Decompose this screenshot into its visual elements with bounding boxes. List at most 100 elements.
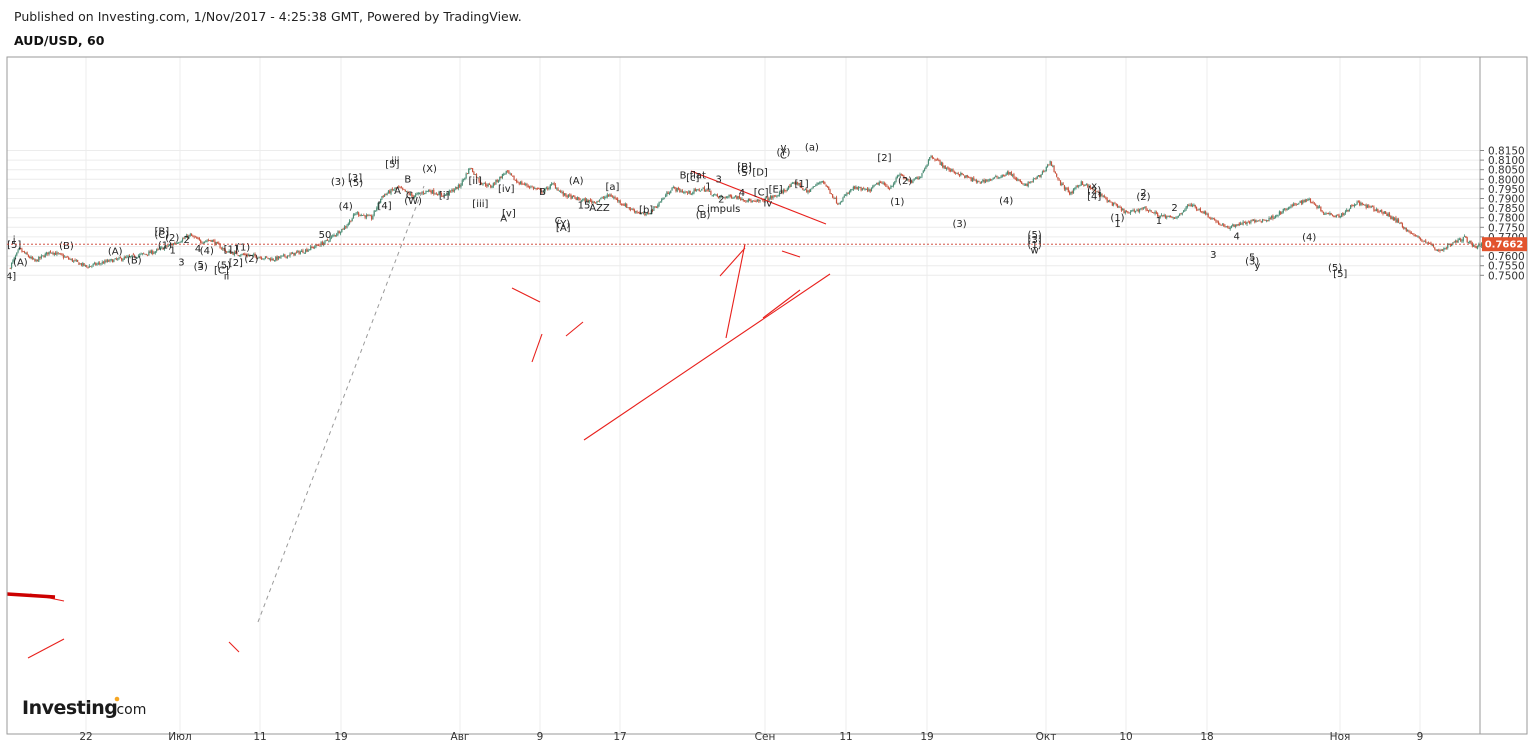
candle-body xyxy=(329,237,331,241)
candle-body xyxy=(681,190,683,193)
candle-body xyxy=(477,177,479,179)
candle-body xyxy=(1005,173,1007,176)
wave-label: [2] xyxy=(877,153,891,164)
candle-body xyxy=(1255,220,1257,223)
candle-body xyxy=(1179,213,1181,216)
candle-body xyxy=(609,194,611,196)
wave-label: 3 xyxy=(178,257,184,268)
trendline xyxy=(511,287,541,303)
candle-body xyxy=(1320,206,1322,211)
candle-body xyxy=(60,253,62,255)
candle-body xyxy=(1250,220,1252,223)
plot-frame xyxy=(6,56,1481,735)
candle-body xyxy=(544,188,546,191)
wave-label: iii xyxy=(391,156,399,167)
candle-body xyxy=(1151,211,1154,213)
candle-body xyxy=(1355,204,1357,206)
candle-body xyxy=(99,262,101,264)
candle-body xyxy=(714,194,716,196)
candle-body xyxy=(1232,224,1234,227)
candle-body xyxy=(342,228,344,230)
candle-body xyxy=(939,160,941,165)
candle-body xyxy=(1405,228,1407,231)
candle-body xyxy=(1404,227,1406,229)
candle-body xyxy=(446,192,448,196)
candle-body xyxy=(1197,209,1199,211)
wave-label: 5 xyxy=(197,260,203,271)
candle-body xyxy=(299,251,301,254)
candle-body xyxy=(899,174,901,176)
candle-body xyxy=(749,198,751,201)
candle-body xyxy=(879,182,882,183)
candle-body xyxy=(301,250,303,252)
candle-body xyxy=(165,245,167,247)
candle-body xyxy=(671,187,673,191)
candle-body xyxy=(285,256,287,258)
candle-body xyxy=(1264,219,1266,221)
candle-body xyxy=(1334,216,1336,218)
candle-body xyxy=(361,215,364,217)
candle-body xyxy=(807,190,809,193)
candle-body xyxy=(101,261,103,264)
candle-body xyxy=(885,184,887,186)
candle-body xyxy=(633,209,636,213)
candle-body xyxy=(676,187,678,192)
candle-body xyxy=(1154,211,1156,214)
candle-body xyxy=(1182,210,1185,213)
candle-body xyxy=(1137,209,1139,212)
candle-body xyxy=(1193,204,1195,206)
candle-body xyxy=(844,195,847,196)
candle-body xyxy=(86,265,88,267)
candle-body xyxy=(936,159,939,161)
candle-body xyxy=(286,255,289,258)
candle-body xyxy=(1014,178,1016,179)
candle-body xyxy=(302,250,304,253)
candle-body xyxy=(150,250,153,254)
wave-label: (5) xyxy=(217,261,231,272)
candle-body xyxy=(622,203,624,205)
candle-body xyxy=(1084,185,1086,187)
candle-body xyxy=(1403,227,1405,229)
wave-label: (5) xyxy=(1028,230,1042,241)
candle-body xyxy=(1457,239,1459,243)
fib-dashed-line xyxy=(257,185,425,623)
candle-body xyxy=(1044,170,1046,172)
candle-body xyxy=(1417,236,1419,237)
candle-body xyxy=(926,164,928,167)
candle-body xyxy=(496,180,498,182)
x-tick-label: 19 xyxy=(920,731,933,743)
candle-body xyxy=(228,251,230,252)
candle-body xyxy=(409,193,412,196)
candle-body xyxy=(389,190,391,194)
candle-body xyxy=(816,183,818,186)
candle-body xyxy=(958,174,961,176)
candle-body xyxy=(561,191,563,193)
candle-body xyxy=(413,196,415,198)
candle-body xyxy=(517,182,519,183)
candle-body xyxy=(1443,248,1445,251)
candle-body xyxy=(627,207,629,209)
candle-body xyxy=(648,213,650,214)
candle-body xyxy=(1132,209,1134,211)
candle-body xyxy=(1150,210,1152,212)
candle-body xyxy=(71,258,74,262)
candle-body xyxy=(1245,222,1247,224)
candle-body xyxy=(1471,243,1473,247)
candle-body xyxy=(689,190,691,194)
candle-body xyxy=(1207,213,1209,218)
x-tick-label: Авг xyxy=(451,731,470,743)
wave-label: [iii] xyxy=(472,199,488,210)
candle-body xyxy=(1263,219,1265,221)
candle-body xyxy=(1453,241,1455,243)
candle-body xyxy=(1040,174,1042,177)
candle-body xyxy=(1444,247,1446,249)
candle-body xyxy=(613,197,615,199)
candle-body xyxy=(449,190,452,192)
candle-body xyxy=(127,256,129,258)
candle-body xyxy=(1113,203,1115,206)
candle-body xyxy=(775,195,777,197)
candle-body xyxy=(822,181,825,183)
candle-body xyxy=(93,262,96,264)
candle-body xyxy=(298,251,300,254)
